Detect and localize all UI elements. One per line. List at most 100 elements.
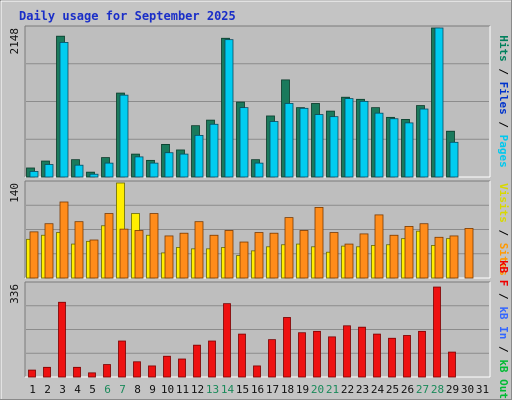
bar-sites-day-4 <box>74 221 84 279</box>
bar-kb-day-12 <box>193 344 201 378</box>
bar-sites-day-11 <box>179 232 189 279</box>
bar-sites-day-9 <box>149 213 159 279</box>
x-tick-label: 17 <box>266 383 279 396</box>
bar-pages-day-27 <box>419 108 429 178</box>
x-tick-label: 6 <box>104 383 111 396</box>
bar-kb-day-13 <box>208 340 216 378</box>
bar-sites-day-27 <box>419 223 429 279</box>
x-tick-label: 9 <box>149 383 156 396</box>
axis-label-hits-files-pages: Hits / Files / Pages <box>497 35 510 168</box>
axis-label-part: kB F <box>497 260 510 287</box>
x-tick-label: 14 <box>221 383 235 396</box>
bar-pages-day-18 <box>284 103 294 178</box>
x-tick-label: 4 <box>74 383 81 396</box>
bar-sites-day-7 <box>119 228 129 279</box>
bar-sites-day-19 <box>299 230 309 279</box>
bar-pages-day-1 <box>29 171 39 178</box>
axis-label-part: / <box>497 115 510 135</box>
bar-kb-day-9 <box>148 365 156 378</box>
x-tick-label: 20 <box>311 383 324 396</box>
bar-sites-day-16 <box>254 232 264 279</box>
bar-sites-day-20 <box>314 207 324 279</box>
bar-kb-day-16 <box>253 365 261 378</box>
bar-pages-day-10 <box>164 152 174 178</box>
bar-sites-day-6 <box>104 213 114 279</box>
bar-sites-day-13 <box>209 234 219 279</box>
x-tick-label: 13 <box>206 383 219 396</box>
axis-label-part: Files <box>497 82 510 115</box>
bar-sites-day-24 <box>374 214 384 279</box>
x-tick-label: 10 <box>161 383 174 396</box>
bar-pages-day-5 <box>89 173 99 178</box>
axis-label-part: / <box>497 223 510 243</box>
bar-sites-day-21 <box>329 232 339 279</box>
bar-pages-day-8 <box>134 156 144 178</box>
panel-hits-files-pages: 2148 Hits / Files / Pages <box>8 25 510 178</box>
x-tick-label: 29 <box>446 383 459 396</box>
bar-sites-day-23 <box>359 233 369 279</box>
bar-pages-day-13 <box>209 123 219 178</box>
axis-label-part: kB In <box>497 306 510 339</box>
bar-sites-day-5 <box>89 239 99 279</box>
bar-sites-day-17 <box>269 232 279 279</box>
bar-kb-day-24 <box>373 333 381 378</box>
bar-kb-day-7 <box>118 340 126 378</box>
bar-kb-day-25 <box>388 337 396 378</box>
axis-label-part: Visits <box>497 183 510 223</box>
x-tick-label: 23 <box>356 383 369 396</box>
x-tick-label: 22 <box>341 383 354 396</box>
bar-pages-day-9 <box>149 162 159 178</box>
bar-kb-day-3 <box>58 301 66 378</box>
x-tick-label: 15 <box>236 383 249 396</box>
bar-sites-day-15 <box>239 241 249 279</box>
bar-pages-day-11 <box>179 153 189 178</box>
bar-kb-day-2 <box>43 366 51 378</box>
bar-pages-day-20 <box>314 114 324 178</box>
x-tick-label: 16 <box>251 383 264 396</box>
bar-sites-day-3 <box>59 201 69 279</box>
bar-pages-day-15 <box>239 107 249 178</box>
x-tick-label: 8 <box>134 383 141 396</box>
bar-kb-day-14 <box>223 303 231 378</box>
bar-pages-day-3 <box>59 42 69 178</box>
panel-kbytes: 336 kB F / kB In / kB Out <box>8 260 510 399</box>
chart-title: Daily usage for September 2025 <box>19 9 236 23</box>
bar-kb-day-17 <box>268 339 276 378</box>
bar-kb-day-5 <box>88 372 96 378</box>
bar-pages-day-26 <box>404 122 414 178</box>
bar-sites-day-26 <box>404 226 414 279</box>
x-tick-label: 26 <box>401 383 414 396</box>
bar-sites-day-22 <box>344 243 354 279</box>
bar-kb-day-26 <box>403 335 411 378</box>
axis-label-part: / <box>497 339 510 359</box>
bar-sites-day-18 <box>284 217 294 279</box>
x-tick-label: 7 <box>119 383 126 396</box>
x-tick-label: 1 <box>29 383 36 396</box>
axis-label-part: kB Out <box>497 359 510 399</box>
bar-pages-day-17 <box>269 121 279 178</box>
bar-kb-day-20 <box>313 330 321 378</box>
bar-pages-day-22 <box>344 98 354 178</box>
bar-sites-day-8 <box>134 230 144 279</box>
bar-sites-day-30 <box>464 228 474 279</box>
axis-label-part: Hits <box>497 35 510 62</box>
bar-kb-day-19 <box>298 332 306 378</box>
bar-pages-day-16 <box>254 162 264 178</box>
bar-sites-day-12 <box>194 221 204 279</box>
bar-kb-day-27 <box>418 330 426 378</box>
bar-kb-day-29 <box>448 351 456 378</box>
bar-pages-day-24 <box>374 112 384 178</box>
bar-sites-day-14 <box>224 230 234 279</box>
y-max-label: 140 <box>8 183 21 203</box>
bar-sites-day-25 <box>389 234 399 279</box>
x-tick-label: 12 <box>191 383 204 396</box>
y-max-label: 336 <box>8 284 21 304</box>
panel-visits-sites: 140 Visits / Sites <box>8 180 510 279</box>
bar-kb-day-21 <box>328 336 336 378</box>
x-tick-label: 3 <box>59 383 66 396</box>
bar-kb-day-10 <box>163 355 171 378</box>
x-tick-label: 18 <box>281 383 294 396</box>
x-tick-label: 21 <box>326 383 339 396</box>
bar-pages-day-14 <box>224 39 234 178</box>
bar-sites-day-10 <box>164 235 174 279</box>
